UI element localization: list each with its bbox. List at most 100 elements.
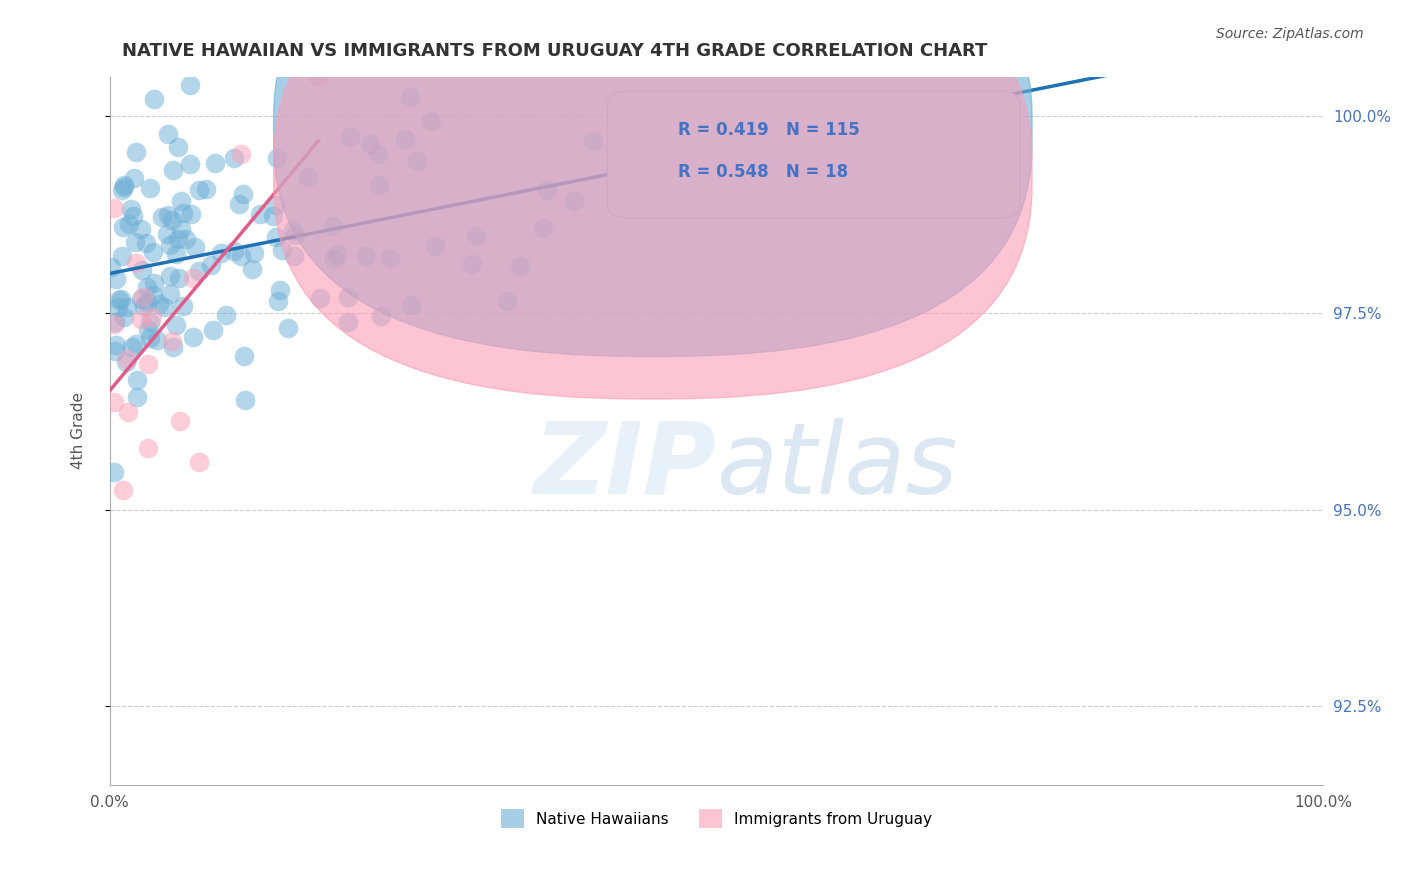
- FancyBboxPatch shape: [274, 0, 1032, 357]
- Native Hawaiians: [281, 223, 304, 237]
- Native Hawaiians: [222, 244, 245, 259]
- Native Hawaiians: [249, 207, 271, 221]
- Native Hawaiians: [156, 227, 179, 241]
- Native Hawaiians: [159, 268, 181, 283]
- Native Hawaiians: [464, 228, 486, 243]
- Native Hawaiians: [420, 114, 443, 128]
- Native Hawaiians: [509, 259, 531, 273]
- Native Hawaiians: [104, 315, 127, 329]
- Native Hawaiians: [165, 318, 187, 332]
- Immigrants from Uruguay: [181, 271, 204, 285]
- Native Hawaiians: [496, 293, 519, 308]
- Native Hawaiians: [110, 292, 132, 306]
- Native Hawaiians: [135, 236, 157, 251]
- Native Hawaiians: [107, 293, 129, 307]
- Native Hawaiians: [339, 129, 361, 144]
- Native Hawaiians: [105, 337, 128, 351]
- Native Hawaiians: [181, 330, 204, 344]
- Native Hawaiians: [399, 298, 422, 312]
- Native Hawaiians: [172, 206, 194, 220]
- Native Hawaiians: [120, 202, 142, 216]
- Native Hawaiians: [117, 217, 139, 231]
- Native Hawaiians: [125, 337, 148, 351]
- Immigrants from Uruguay: [141, 310, 163, 325]
- Native Hawaiians: [297, 170, 319, 185]
- Y-axis label: 4th Grade: 4th Grade: [72, 392, 86, 469]
- Native Hawaiians: [159, 287, 181, 301]
- Native Hawaiians: [640, 168, 662, 182]
- Native Hawaiians: [336, 315, 359, 329]
- Native Hawaiians: [370, 309, 392, 323]
- Native Hawaiians: [179, 78, 201, 93]
- Immigrants from Uruguay: [307, 70, 329, 84]
- Native Hawaiians: [262, 209, 284, 223]
- Native Hawaiians: [115, 301, 138, 315]
- FancyBboxPatch shape: [274, 0, 1032, 399]
- Native Hawaiians: [157, 208, 180, 222]
- Native Hawaiians: [112, 178, 135, 193]
- Native Hawaiians: [139, 315, 162, 329]
- Native Hawaiians: [131, 263, 153, 277]
- Native Hawaiians: [243, 246, 266, 260]
- Native Hawaiians: [323, 252, 346, 266]
- Immigrants from Uruguay: [131, 289, 153, 303]
- Native Hawaiians: [368, 178, 391, 192]
- Native Hawaiians: [104, 272, 127, 286]
- Text: R = 0.548   N = 18: R = 0.548 N = 18: [678, 163, 848, 181]
- Native Hawaiians: [232, 186, 254, 201]
- Native Hawaiians: [142, 92, 165, 106]
- Immigrants from Uruguay: [103, 201, 125, 215]
- Native Hawaiians: [143, 277, 166, 291]
- Native Hawaiians: [269, 283, 291, 297]
- Immigrants from Uruguay: [136, 442, 159, 456]
- Immigrants from Uruguay: [187, 455, 209, 469]
- Native Hawaiians: [267, 293, 290, 308]
- Native Hawaiians: [887, 179, 910, 194]
- Native Hawaiians: [184, 240, 207, 254]
- Native Hawaiians: [264, 198, 287, 212]
- Native Hawaiians: [124, 235, 146, 249]
- Immigrants from Uruguay: [169, 414, 191, 428]
- Native Hawaiians: [336, 290, 359, 304]
- Native Hawaiians: [111, 249, 134, 263]
- Immigrants from Uruguay: [103, 394, 125, 409]
- Immigrants from Uruguay: [136, 357, 159, 371]
- Native Hawaiians: [159, 237, 181, 252]
- Legend: Native Hawaiians, Immigrants from Uruguay: Native Hawaiians, Immigrants from Urugua…: [495, 804, 938, 834]
- Native Hawaiians: [153, 301, 176, 315]
- Native Hawaiians: [582, 134, 605, 148]
- Native Hawaiians: [277, 321, 299, 335]
- Native Hawaiians: [399, 89, 422, 103]
- Native Hawaiians: [228, 197, 250, 211]
- Native Hawaiians: [127, 373, 149, 387]
- Native Hawaiians: [240, 262, 263, 277]
- Native Hawaiians: [461, 257, 484, 271]
- Native Hawaiians: [179, 157, 201, 171]
- Native Hawaiians: [165, 247, 187, 261]
- Native Hawaiians: [264, 230, 287, 244]
- Native Hawaiians: [156, 127, 179, 141]
- Native Hawaiians: [326, 247, 349, 261]
- Native Hawaiians: [233, 350, 256, 364]
- Native Hawaiians: [734, 102, 756, 116]
- Native Hawaiians: [135, 280, 157, 294]
- Native Hawaiians: [122, 170, 145, 185]
- Native Hawaiians: [609, 135, 631, 149]
- Native Hawaiians: [127, 390, 149, 404]
- Native Hawaiians: [647, 144, 669, 158]
- Native Hawaiians: [148, 296, 170, 310]
- Native Hawaiians: [711, 97, 734, 112]
- Immigrants from Uruguay: [103, 317, 125, 331]
- Native Hawaiians: [215, 308, 238, 322]
- FancyBboxPatch shape: [607, 91, 1019, 219]
- Native Hawaiians: [562, 194, 585, 209]
- Native Hawaiians: [170, 222, 193, 236]
- Immigrants from Uruguay: [125, 256, 148, 270]
- Native Hawaiians: [121, 340, 143, 354]
- Native Hawaiians: [150, 210, 173, 224]
- Native Hawaiians: [204, 156, 226, 170]
- Text: ZIP: ZIP: [533, 417, 717, 515]
- Native Hawaiians: [266, 151, 288, 165]
- Native Hawaiians: [146, 333, 169, 347]
- Native Hawaiians: [209, 246, 232, 260]
